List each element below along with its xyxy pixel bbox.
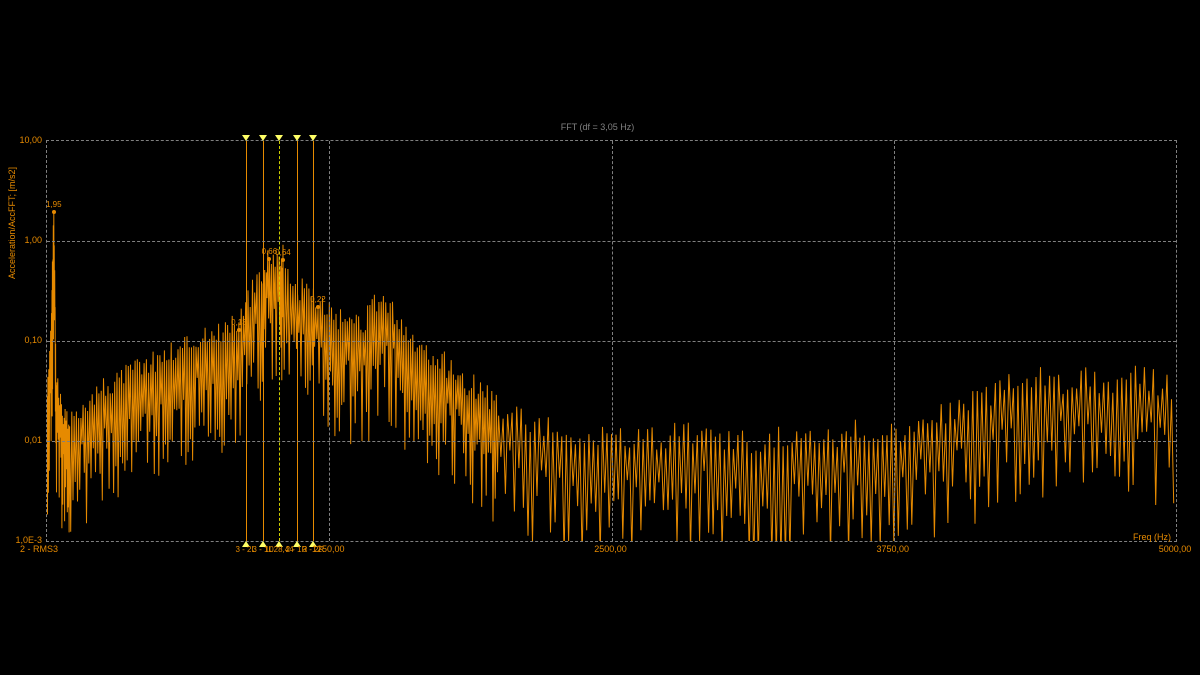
x-axis-label: Freq (Hz) <box>1133 532 1171 542</box>
x-tick-label: 1250,00 <box>312 544 345 554</box>
cursor-marker-top[interactable] <box>275 135 283 141</box>
y-tick-label: 1,00 <box>24 235 42 245</box>
y-tick-label: 0,01 <box>24 435 42 445</box>
y-tick-label: 10,00 <box>19 135 42 145</box>
peak-marker <box>237 328 241 332</box>
peak-label: 0,22 <box>310 295 326 304</box>
chart-title: FFT (df = 3,05 Hz) <box>561 122 635 132</box>
plot-area: 3 - 2L3 - 1L1028,442 - 1R3 - 2R 1,950,66… <box>46 140 1177 542</box>
grid-line-v <box>612 141 613 541</box>
grid-line-v <box>329 141 330 541</box>
peak-marker <box>52 210 56 214</box>
cursor-marker-top[interactable] <box>259 135 267 141</box>
series-label: 2 - RMS3 <box>20 544 58 554</box>
x-tick-label: 5000,00 <box>1159 544 1192 554</box>
peak-marker <box>316 305 320 309</box>
cursor-marker-top[interactable] <box>242 135 250 141</box>
grid-line-v <box>894 141 895 541</box>
peak-marker <box>281 258 285 262</box>
y-tick-label: 0,10 <box>24 335 42 345</box>
peak-marker <box>267 257 271 261</box>
cursor-marker-top[interactable] <box>293 135 301 141</box>
peak-label: 0,13 <box>231 318 247 327</box>
x-tick-label: 2500,00 <box>594 544 627 554</box>
x-tick-label: 3750,00 <box>876 544 909 554</box>
fft-chart: FFT (df = 3,05 Hz) Acceleration/AccFFT; … <box>20 130 1175 570</box>
peak-label: 0,64 <box>275 248 291 257</box>
y-axis-label: Acceleration/AccFFT; [m/s2] <box>7 167 17 279</box>
peak-label: 1,95 <box>46 200 62 209</box>
cursor-marker-top[interactable] <box>309 135 317 141</box>
